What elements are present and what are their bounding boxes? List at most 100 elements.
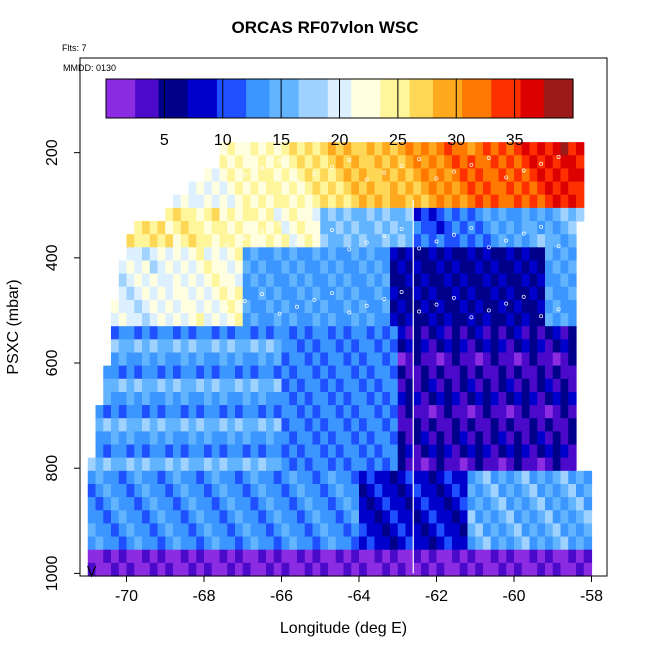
heatmap-cell (111, 497, 120, 511)
heatmap-cell (111, 391, 120, 406)
heatmap-cell (498, 562, 507, 577)
colorbar-swatch (351, 79, 358, 118)
heatmap-cell (312, 523, 321, 538)
heatmap-cell (273, 247, 283, 262)
heatmap-cell (227, 194, 236, 209)
heatmap-cell (413, 536, 422, 551)
heatmap-cell (142, 286, 151, 301)
heatmap-cell (266, 194, 275, 209)
heatmap-cell (142, 221, 151, 235)
heatmap-cell (351, 313, 360, 327)
heatmap-cell (196, 536, 205, 551)
heatmap-cell (366, 299, 376, 314)
heatmap-cell (289, 286, 298, 301)
heatmap-cell (312, 470, 321, 485)
heatmap-cell (258, 194, 267, 209)
heatmap-cell (149, 497, 159, 511)
colorbar-swatch (222, 79, 230, 118)
heatmap-cell (188, 326, 197, 340)
heatmap-cell (165, 286, 174, 301)
colorbar-swatch (514, 79, 522, 118)
heatmap-cell (343, 286, 352, 301)
heatmap-cell (366, 352, 376, 367)
heatmap-cell (211, 497, 221, 511)
heatmap-cell (227, 365, 236, 380)
heatmap-cell (165, 326, 174, 340)
heatmap-cell (250, 405, 259, 419)
heatmap-cell (459, 470, 469, 485)
heatmap-cell (459, 457, 469, 472)
heatmap-cell (467, 549, 476, 564)
heatmap-cell (328, 365, 337, 380)
track-point (295, 178, 299, 183)
heatmap-cell (467, 562, 476, 577)
heatmap-cell (289, 405, 298, 419)
heatmap-cell (452, 378, 461, 393)
heatmap-cell (250, 523, 259, 538)
heatmap-cell (359, 155, 368, 170)
heatmap-cell (335, 339, 345, 354)
heatmap-cell (219, 523, 228, 538)
heatmap-cell (366, 510, 376, 525)
heatmap-cell (320, 457, 329, 472)
heatmap-cell (490, 181, 500, 196)
heatmap-cell (258, 470, 267, 485)
heatmap-cell (498, 523, 507, 538)
heatmap-cell (359, 444, 368, 459)
heatmap-cell (126, 378, 135, 393)
track-point (486, 308, 491, 313)
heatmap-cell (382, 234, 391, 248)
heatmap-cell (242, 405, 252, 419)
heatmap-cell (312, 378, 321, 393)
heatmap-cell (250, 365, 259, 380)
heatmap-cell (529, 444, 538, 459)
heatmap-cell (87, 483, 97, 498)
heatmap-cell (421, 207, 430, 222)
heatmap-cell (351, 194, 360, 209)
heatmap-cell (304, 523, 314, 538)
heatmap-cell (328, 431, 337, 446)
heatmap-cell (281, 510, 290, 525)
heatmap-cell (157, 497, 166, 511)
heatmap-cell (552, 470, 562, 485)
heatmap-cell (227, 391, 236, 406)
track-point (521, 168, 526, 173)
heatmap-cell (204, 352, 213, 367)
heatmap-cell (196, 523, 205, 538)
heatmap-cell (382, 391, 391, 406)
heatmap-cell (281, 378, 290, 393)
heatmap-cell (196, 207, 205, 222)
track-point (225, 305, 230, 310)
heatmap-cell (537, 221, 546, 235)
heatmap-cell (552, 444, 562, 459)
heatmap-cell (242, 444, 252, 459)
heatmap-cell (483, 549, 492, 564)
heatmap-cell (204, 391, 213, 406)
heatmap-cell (188, 510, 197, 525)
heatmap-cell (545, 365, 554, 380)
heatmap-cell (111, 536, 120, 551)
heatmap-cell (490, 194, 500, 209)
heatmap-cell (576, 142, 585, 156)
heatmap-cell (421, 299, 430, 314)
heatmap-cell (514, 286, 523, 301)
heatmap-cell (180, 470, 190, 485)
heatmap-cell (258, 562, 267, 577)
heatmap-cell (343, 391, 352, 406)
heatmap-cell (250, 286, 259, 301)
heatmap-cell (444, 313, 453, 327)
heatmap-cell (103, 549, 112, 564)
heatmap-cell (475, 155, 484, 170)
heatmap-cell (219, 457, 228, 472)
heatmap-cell (498, 273, 507, 288)
heatmap-cell (366, 181, 376, 196)
heatmap-cell (258, 483, 267, 498)
heatmap-cell (328, 405, 337, 419)
heatmap-cell (405, 326, 414, 340)
heatmap-cell (258, 234, 267, 248)
heatmap-cell (266, 431, 275, 446)
heatmap-cell (568, 194, 577, 209)
heatmap-cell (397, 221, 407, 235)
heatmap-cell (196, 339, 205, 354)
heatmap-cell (235, 444, 244, 459)
